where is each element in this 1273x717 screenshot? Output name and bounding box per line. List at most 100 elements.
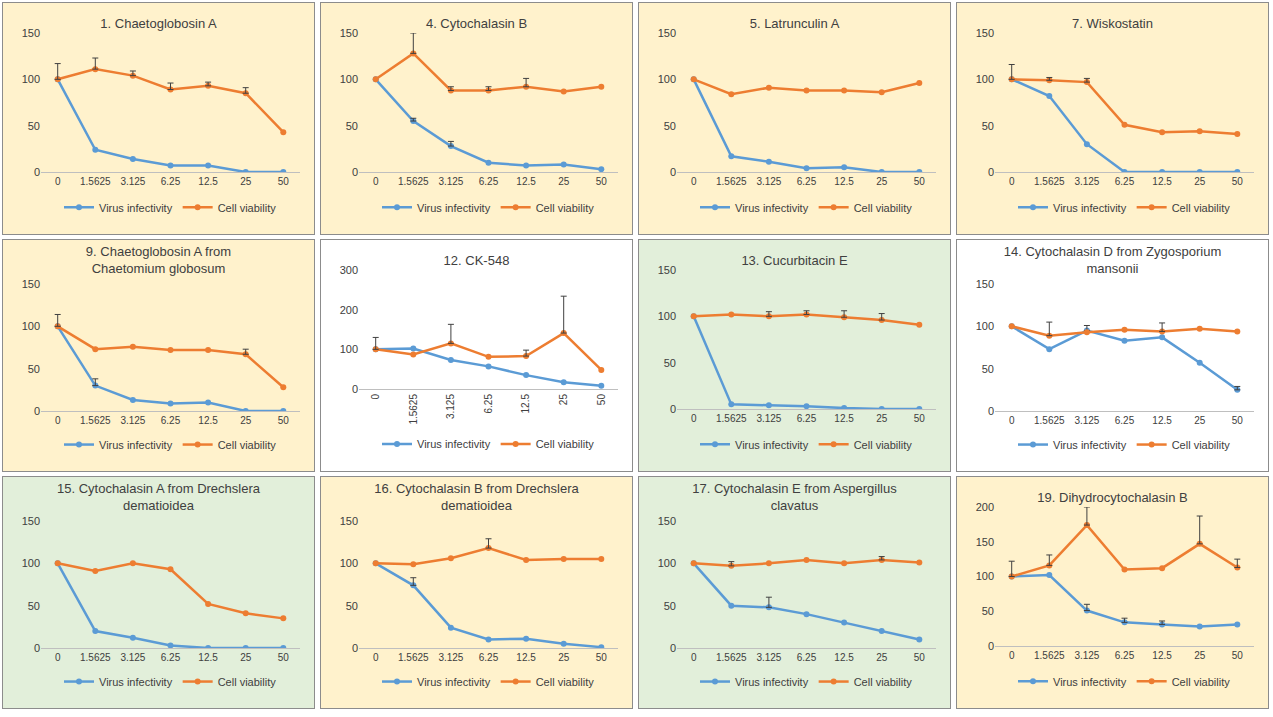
svg-text:12.5: 12.5 xyxy=(198,176,218,187)
svg-text:200: 200 xyxy=(340,304,358,316)
svg-text:13. Cucurbitacin E: 13. Cucurbitacin E xyxy=(741,253,848,268)
svg-text:100: 100 xyxy=(340,343,358,355)
svg-text:100: 100 xyxy=(976,73,994,85)
svg-text:Virus infectivity: Virus infectivity xyxy=(417,438,491,450)
svg-text:0: 0 xyxy=(691,413,697,424)
svg-text:25: 25 xyxy=(240,652,252,663)
svg-text:12.5: 12.5 xyxy=(516,176,536,187)
svg-text:3.125: 3.125 xyxy=(438,652,463,663)
svg-text:50: 50 xyxy=(28,120,40,132)
svg-text:50: 50 xyxy=(914,176,926,187)
svg-text:100: 100 xyxy=(658,73,676,85)
svg-text:12.5: 12.5 xyxy=(1152,415,1172,426)
svg-text:14. Cytochalasin D from Zygosp: 14. Cytochalasin D from Zygosporiummanso… xyxy=(1004,244,1221,276)
svg-text:50: 50 xyxy=(596,394,607,406)
svg-text:1.5625: 1.5625 xyxy=(716,652,747,663)
svg-text:6.25: 6.25 xyxy=(161,176,181,187)
svg-text:100: 100 xyxy=(976,570,994,582)
svg-text:50: 50 xyxy=(1232,176,1244,187)
svg-text:50: 50 xyxy=(982,120,994,132)
svg-text:50: 50 xyxy=(664,120,676,132)
svg-text:100: 100 xyxy=(22,557,40,569)
svg-text:3.125: 3.125 xyxy=(1074,176,1099,187)
svg-text:100: 100 xyxy=(658,557,676,569)
svg-text:0: 0 xyxy=(691,652,697,663)
svg-text:0: 0 xyxy=(34,166,40,178)
svg-text:1.5625: 1.5625 xyxy=(408,394,419,425)
svg-text:0: 0 xyxy=(1009,415,1015,426)
svg-text:3.125: 3.125 xyxy=(120,176,145,187)
svg-text:Virus infectivity: Virus infectivity xyxy=(417,202,491,214)
svg-text:25: 25 xyxy=(240,415,252,426)
svg-text:3.125: 3.125 xyxy=(438,176,463,187)
svg-text:17. Cytochalasin E from Asperg: 17. Cytochalasin E from Aspergillusclava… xyxy=(692,481,897,513)
svg-text:150: 150 xyxy=(976,278,994,290)
svg-text:6.25: 6.25 xyxy=(161,415,181,426)
svg-text:6.25: 6.25 xyxy=(161,652,181,663)
svg-text:3.125: 3.125 xyxy=(120,415,145,426)
svg-text:50: 50 xyxy=(914,413,926,424)
svg-text:150: 150 xyxy=(22,278,40,290)
svg-text:Cell viability: Cell viability xyxy=(536,438,595,450)
svg-text:Cell viability: Cell viability xyxy=(1172,676,1231,688)
svg-text:Cell viability: Cell viability xyxy=(854,439,913,451)
svg-text:1.5625: 1.5625 xyxy=(1034,176,1065,187)
svg-text:50: 50 xyxy=(596,176,608,187)
svg-text:200: 200 xyxy=(976,501,994,513)
svg-text:0: 0 xyxy=(55,176,61,187)
svg-text:0: 0 xyxy=(988,640,994,652)
svg-text:150: 150 xyxy=(976,27,994,39)
svg-text:0: 0 xyxy=(373,176,379,187)
svg-text:19. Dihydrocytochalasin B: 19. Dihydrocytochalasin B xyxy=(1037,490,1187,505)
svg-text:0: 0 xyxy=(988,405,994,417)
svg-text:3.125: 3.125 xyxy=(756,176,781,187)
svg-text:50: 50 xyxy=(664,600,676,612)
svg-text:150: 150 xyxy=(976,536,994,548)
svg-text:3.125: 3.125 xyxy=(445,394,456,419)
svg-text:0: 0 xyxy=(670,642,676,654)
svg-text:Virus infectivity: Virus infectivity xyxy=(1053,676,1127,688)
svg-text:12.5: 12.5 xyxy=(520,394,531,414)
svg-text:25: 25 xyxy=(1194,176,1206,187)
svg-text:25: 25 xyxy=(558,176,570,187)
svg-text:9. Chaetoglobosin A fromChaeto: 9. Chaetoglobosin A fromChaetomium globo… xyxy=(86,244,231,276)
svg-text:25: 25 xyxy=(1194,650,1206,661)
svg-text:300: 300 xyxy=(340,264,358,276)
svg-text:100: 100 xyxy=(22,73,40,85)
svg-text:3.125: 3.125 xyxy=(1074,415,1099,426)
svg-text:Virus infectivity: Virus infectivity xyxy=(1053,439,1127,451)
svg-text:1.5625: 1.5625 xyxy=(1034,650,1065,661)
svg-text:Virus infectivity: Virus infectivity xyxy=(99,676,173,688)
svg-text:Cell viability: Cell viability xyxy=(536,676,595,688)
svg-text:Virus infectivity: Virus infectivity xyxy=(1053,202,1127,214)
svg-text:Virus infectivity: Virus infectivity xyxy=(735,202,809,214)
svg-text:6.25: 6.25 xyxy=(797,413,817,424)
svg-text:50: 50 xyxy=(982,363,994,375)
svg-text:0: 0 xyxy=(34,405,40,417)
svg-text:1.5625: 1.5625 xyxy=(80,415,111,426)
svg-text:16. Cytochalasin B from Drechs: 16. Cytochalasin B from Drechslerademati… xyxy=(374,481,579,513)
svg-text:6.25: 6.25 xyxy=(797,176,817,187)
svg-text:50: 50 xyxy=(346,600,358,612)
svg-text:50: 50 xyxy=(982,605,994,617)
svg-text:150: 150 xyxy=(658,515,676,527)
svg-text:50: 50 xyxy=(664,357,676,369)
svg-text:1.5625: 1.5625 xyxy=(398,652,429,663)
svg-text:0: 0 xyxy=(370,394,381,400)
svg-text:0: 0 xyxy=(373,652,379,663)
svg-text:100: 100 xyxy=(340,73,358,85)
svg-text:6.25: 6.25 xyxy=(797,652,817,663)
svg-text:5. Latrunculin A: 5. Latrunculin A xyxy=(750,16,840,31)
svg-text:0: 0 xyxy=(691,176,697,187)
svg-text:3.125: 3.125 xyxy=(756,413,781,424)
svg-text:Cell viability: Cell viability xyxy=(854,676,913,688)
svg-text:25: 25 xyxy=(876,652,888,663)
svg-text:12.5: 12.5 xyxy=(198,415,218,426)
svg-text:6.25: 6.25 xyxy=(1115,415,1135,426)
svg-text:0: 0 xyxy=(34,642,40,654)
svg-text:50: 50 xyxy=(596,652,608,663)
svg-text:50: 50 xyxy=(1232,415,1244,426)
svg-text:Virus infectivity: Virus infectivity xyxy=(99,439,173,451)
svg-text:25: 25 xyxy=(240,176,252,187)
svg-text:Cell viability: Cell viability xyxy=(218,676,277,688)
